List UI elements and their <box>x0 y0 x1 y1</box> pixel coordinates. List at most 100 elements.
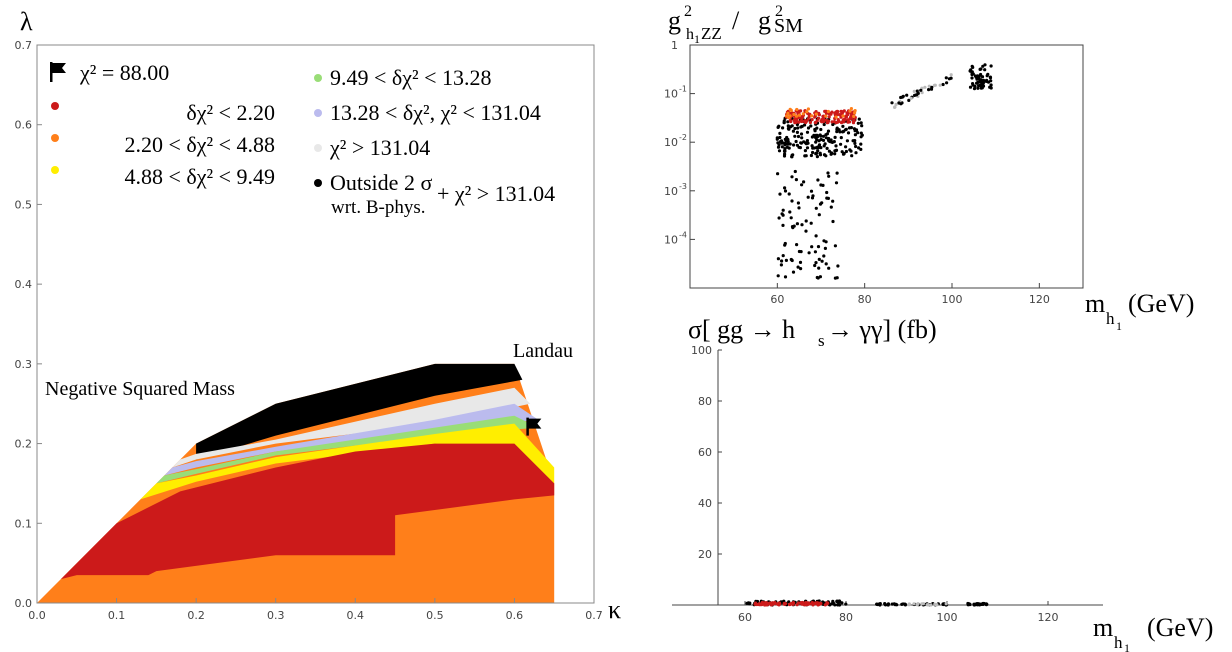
tr-point-black <box>805 146 810 150</box>
tr-point-black <box>839 136 843 140</box>
tr-point-black <box>786 120 790 124</box>
tr-point-black <box>831 219 835 224</box>
tr-point-black <box>830 140 835 144</box>
tr-point-black <box>829 205 833 209</box>
tr-point-streak <box>949 76 953 80</box>
left-xtick-label: 0.0 <box>28 609 46 622</box>
tr-point-red <box>824 118 829 122</box>
br-point-red <box>764 601 769 605</box>
left-ytick-label: 0.5 <box>15 198 33 211</box>
tr-point-orange <box>848 109 852 113</box>
tr-point-black <box>809 124 813 128</box>
tr-point-black <box>790 225 795 229</box>
tr-point-red <box>788 118 792 123</box>
tr-point-black <box>797 206 801 210</box>
left-frame <box>36 44 595 604</box>
tr-point-black <box>788 210 792 214</box>
tr-point-black <box>783 243 787 247</box>
br-point-red <box>806 601 811 605</box>
tr-point-black <box>780 145 784 149</box>
legend-right: 9.49 < δχ² < 13.28 13.28 < δχ², χ² < 131.… <box>314 65 555 218</box>
tr-point-streak <box>893 105 897 109</box>
tr-point-black <box>814 234 818 238</box>
tr-point-black <box>814 140 818 144</box>
tr-point-orange <box>788 114 792 118</box>
tr-point-black <box>789 216 793 220</box>
tr-point-black <box>799 132 804 136</box>
legend-dot <box>314 74 322 82</box>
br-xlabel-m: m <box>1093 613 1113 642</box>
tr-point-orange <box>795 107 799 112</box>
br-point-gray <box>920 602 924 606</box>
tr-point-black <box>822 153 827 157</box>
legend-label: 13.28 < δχ², χ² < 131.04 <box>330 100 541 125</box>
tr-ylabel-sub: h <box>686 26 694 43</box>
tr-point-orange <box>849 107 854 111</box>
tr-ytick-exp: -4 <box>679 230 687 239</box>
tr-xlabel-m: m <box>1085 289 1105 318</box>
tr-point-red <box>802 119 806 123</box>
tr-point-black <box>787 192 791 196</box>
left-xtick-label: 0.7 <box>585 609 603 622</box>
br-point-black <box>886 603 890 607</box>
tr-point-black <box>827 149 832 153</box>
br-xlabel-unit: (GeV) <box>1147 613 1213 642</box>
bottom-right-panel: 60 80 100 120 20 40 60 80 100 σ[ gg → h s → γγ] … <box>672 315 1213 652</box>
tr-point-black <box>806 126 811 130</box>
tr-point-black <box>846 131 851 135</box>
region-black <box>196 363 523 460</box>
tr-point-black <box>976 86 980 90</box>
tr-point-black <box>854 151 858 155</box>
br-point-red <box>811 603 815 607</box>
br-point-red <box>804 600 808 605</box>
tr-point-black <box>831 199 835 203</box>
tr-point-black <box>827 136 831 141</box>
tr-point-black <box>833 244 838 248</box>
br-ytick-label: 80 <box>698 395 712 408</box>
tr-point-black <box>777 143 781 147</box>
tr-point-red <box>814 120 818 125</box>
left-panel: 0.0 0.1 0.2 0.3 0.4 0.5 0.6 0.7 0.0 0.1 0.2 0.3 0.4 0… <box>15 7 622 624</box>
tr-point-black <box>817 266 821 270</box>
tr-point-black <box>776 145 781 149</box>
br-point-black <box>836 600 841 604</box>
tr-ylabel-zz: ZZ <box>701 24 722 43</box>
legend-label: χ² > 131.04 <box>329 135 430 160</box>
tr-xtick-label: 60 <box>770 293 784 306</box>
tr-point-black <box>853 133 858 137</box>
tr-point-black <box>835 276 839 280</box>
br-point-black <box>901 602 905 606</box>
tr-point-black <box>781 126 785 130</box>
tr-point-streak <box>912 89 916 93</box>
tr-point-black <box>811 150 815 155</box>
tr-point-streak <box>909 96 913 100</box>
br-point-red <box>814 601 818 605</box>
tr-point-black <box>793 169 797 174</box>
tr-point-black <box>786 124 790 128</box>
tr-point-black <box>973 84 977 88</box>
tr-point-red <box>817 111 821 115</box>
tr-point-black <box>835 130 839 134</box>
tr-point-red <box>799 119 803 123</box>
annotation-landau: Landau <box>513 340 573 362</box>
tr-points <box>775 63 993 280</box>
tr-point-orange <box>826 109 831 114</box>
tr-point-black <box>835 127 839 131</box>
tr-point-black <box>783 275 788 279</box>
tr-point-black <box>815 155 820 159</box>
tr-point-black <box>788 142 792 146</box>
tr-point-black <box>833 135 837 139</box>
tr-point-red <box>797 120 801 124</box>
tr-point-black <box>978 80 982 84</box>
tr-point-black <box>839 142 843 146</box>
tr-point-streak <box>890 101 894 105</box>
br-point-black <box>875 602 880 607</box>
tr-point-black <box>804 154 808 158</box>
tr-point-black <box>799 125 803 129</box>
br-point-red <box>825 602 829 606</box>
left-xlabel: κ <box>608 595 621 624</box>
br-point-gray <box>944 602 948 606</box>
tr-point-orange <box>801 112 805 116</box>
tr-point-black <box>850 154 854 158</box>
